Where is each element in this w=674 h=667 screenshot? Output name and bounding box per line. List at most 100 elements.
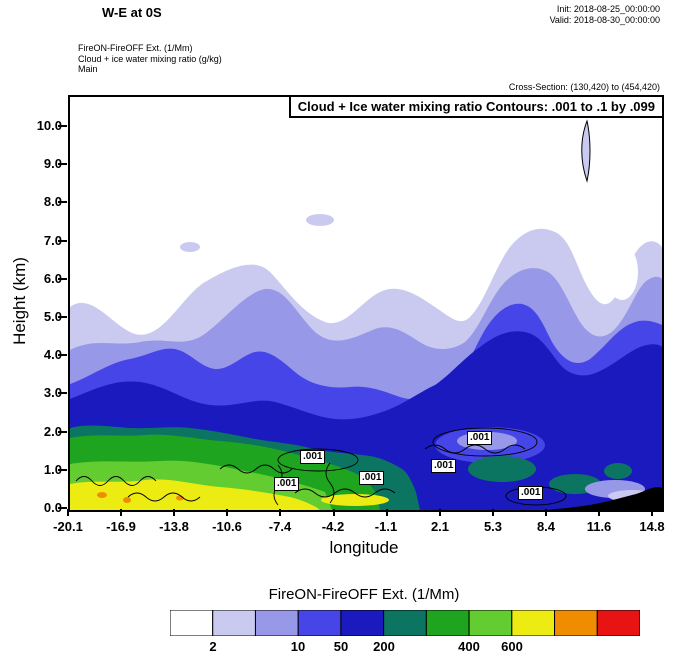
y-axis-tick	[58, 354, 67, 356]
y-axis-tick	[58, 201, 67, 203]
x-axis-tick-label: 11.6	[586, 519, 612, 534]
y-axis-tick-label: 10.0	[36, 118, 62, 133]
contour-label: .001	[359, 471, 385, 485]
colorbar-cell	[383, 610, 427, 636]
mixing-ratio-contour-line	[127, 492, 201, 502]
x-axis-tick-label: 8.4	[536, 519, 556, 534]
teal-patch	[604, 463, 632, 479]
page-title: W-E at 0S	[102, 5, 162, 20]
colorbar-tick-label: 200	[373, 639, 395, 654]
x-axis-tick-label: -1.1	[374, 519, 398, 534]
y-axis-tick-label: 8.0	[43, 194, 62, 209]
x-axis-tick-label: 14.8	[639, 519, 665, 534]
x-axis-tick-label: -4.2	[321, 519, 345, 534]
colorbar-cell	[425, 610, 470, 636]
colorbar-cell	[554, 610, 598, 636]
timestamp-block: Init: 2018-08-25_00:00:00 Valid: 2018-08…	[550, 4, 660, 26]
colorbar-title: FireON-FireOFF Ext. (1/Mm)	[268, 586, 460, 603]
terrain-silhouette	[548, 487, 662, 510]
x-axis-tick-label: -20.1	[53, 519, 83, 534]
y-axis-tick-label: 7.0	[43, 233, 62, 248]
orange-speck	[123, 497, 131, 503]
x-axis-tick	[226, 509, 228, 516]
subtitle-variable: FireON-FireOFF Ext. (1/Mm)	[78, 43, 193, 53]
product-subtitle: FireON-FireOFF Ext. (1/Mm) Cloud + ice w…	[78, 43, 222, 75]
colorbar-tick-label: 2	[209, 639, 217, 654]
x-axis-tick	[651, 509, 653, 516]
x-axis-tick-label: -16.9	[106, 519, 136, 534]
y-axis-tick	[58, 392, 67, 394]
contour-field-svg	[70, 119, 662, 510]
contour-label: .001	[431, 459, 457, 473]
x-axis-tick	[173, 509, 175, 516]
colorbar-tick-label: 10	[290, 639, 306, 654]
y-axis-tick	[58, 431, 67, 433]
colorbar: 2 10 50 200 400 600	[170, 610, 640, 654]
x-axis-tick-label: -13.8	[159, 519, 189, 534]
x-axis-tick-label: 2.1	[430, 519, 450, 534]
valid-timestamp: Valid: 2018-08-30_00:00:00	[549, 15, 660, 25]
y-axis-tick-label: 9.0	[43, 156, 62, 171]
upper-contour-sliver	[581, 119, 591, 183]
colorbar-cell	[511, 610, 556, 636]
plot-frame: Cloud + Ice water mixing ratio Contours:…	[68, 95, 664, 512]
y-axis-tick	[58, 125, 67, 127]
mixing-ratio-contour-line	[325, 462, 335, 504]
x-axis-tick	[279, 509, 281, 516]
x-axis-tick	[545, 509, 547, 516]
yellow-patch	[200, 491, 240, 501]
contour-info-box: Cloud + Ice water mixing ratio Contours:…	[288, 95, 664, 118]
mixing-ratio-contour-line	[294, 488, 396, 498]
y-axis-tick	[58, 240, 67, 242]
y-axis-tick	[58, 163, 67, 165]
mixing-ratio-contour-line	[75, 476, 157, 486]
mixing-ratio-contour-line	[424, 444, 526, 454]
x-axis-tick	[120, 509, 122, 516]
y-axis-tick-label: 0.0	[43, 500, 62, 515]
contour-label: .001	[274, 477, 300, 491]
y-axis-tick	[58, 316, 67, 318]
y-axis-tick-label: 1.0	[43, 462, 62, 477]
teal-patch	[468, 456, 536, 482]
y-axis-tick-label: 3.0	[43, 385, 62, 400]
cross-section-label: Cross-Section: (130,420) to (454,420)	[508, 82, 660, 92]
subtitle-field: Cloud + ice water mixing ratio (g/kg)	[78, 53, 222, 64]
contour-label: .001	[300, 450, 326, 464]
mixing-ratio-contour-line	[432, 427, 538, 457]
subtitle-domain: Main	[78, 64, 98, 74]
colorbar-cell	[340, 610, 385, 636]
x-axis-tick	[598, 509, 600, 516]
x-axis-tick-label: -10.6	[212, 519, 242, 534]
colorbar-tick-label: 400	[458, 639, 480, 654]
yellow-patch	[321, 494, 389, 506]
init-timestamp: Init: 2018-08-25_00:00:00	[556, 4, 660, 14]
colorbar-cell	[212, 610, 256, 636]
y-axis-tick	[58, 278, 67, 280]
contour-label: .001	[518, 486, 544, 500]
orange-speck	[97, 492, 107, 498]
x-axis-title: longitude	[329, 538, 399, 557]
x-axis-tick	[439, 509, 441, 516]
contour-label: .001	[467, 431, 493, 445]
colorbar-cell	[468, 610, 513, 636]
colorbar-svg	[170, 610, 640, 636]
colorbar-cell	[297, 610, 342, 636]
y-axis-tick-label: 4.0	[43, 347, 62, 362]
x-axis-tick-label: 5.3	[483, 519, 503, 534]
fill-island-lavender	[180, 242, 200, 252]
colorbar-cell	[254, 610, 299, 636]
fill-island-lavender	[306, 214, 334, 226]
y-axis-title: Height (km)	[10, 257, 29, 345]
mixing-ratio-contour-line	[277, 448, 359, 472]
x-axis-tick-label: -7.4	[268, 519, 292, 534]
x-axis-tick	[67, 509, 69, 516]
colorbar-tick-label: 50	[333, 639, 349, 654]
x-axis-tick	[492, 509, 494, 516]
x-axis-tick	[333, 509, 335, 516]
colorbar-cell	[596, 610, 640, 636]
y-axis-tick	[58, 507, 67, 509]
fill-layer-yellow	[70, 479, 320, 510]
y-axis-tick	[58, 469, 67, 471]
y-axis-tick-label: 6.0	[43, 271, 62, 286]
colorbar-cell	[170, 610, 214, 636]
